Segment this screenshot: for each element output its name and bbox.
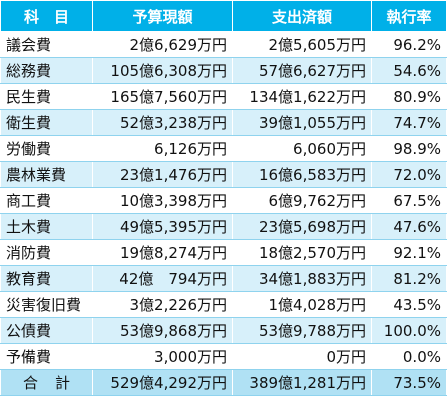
table-row: 労働費 6,126万円 6,060万円 98.9% bbox=[1, 136, 447, 162]
execution-rate-cell: 47.6% bbox=[372, 214, 447, 240]
table-row: 農林業費 23億1,476万円 16億6,583万円 72.0% bbox=[1, 162, 447, 188]
item-name-cell: 民生費 bbox=[1, 84, 93, 110]
spent-amount-cell: 6,060万円 bbox=[233, 136, 372, 162]
execution-rate-cell: 43.5% bbox=[372, 292, 447, 318]
budget-amount-cell: 165億7,560万円 bbox=[93, 84, 233, 110]
budget-amount-cell: 49億5,395万円 bbox=[93, 214, 233, 240]
execution-rate-cell: 72.0% bbox=[372, 162, 447, 188]
spent-amount-cell: 134億1,622万円 bbox=[233, 84, 372, 110]
total-budget-amount-cell: 529億4,292万円 bbox=[93, 370, 233, 396]
item-name-cell: 消防費 bbox=[1, 240, 93, 266]
execution-rate-cell: 54.6% bbox=[372, 58, 447, 84]
table-row: 消防費 19億8,274万円 18億2,570万円 92.1% bbox=[1, 240, 447, 266]
table-row: 公債費 53億9,868万円 53億9,788万円 100.0% bbox=[1, 318, 447, 344]
table-row: 民生費 165億7,560万円 134億1,622万円 80.9% bbox=[1, 84, 447, 110]
item-name-cell: 教育費 bbox=[1, 266, 93, 292]
table-row: 商工費 10億3,398万円 6億9,762万円 67.5% bbox=[1, 188, 447, 214]
budget-amount-cell: 19億8,274万円 bbox=[93, 240, 233, 266]
execution-rate-cell: 92.1% bbox=[372, 240, 447, 266]
header-rate: 執行率 bbox=[372, 1, 447, 32]
spent-amount-cell: 18億2,570万円 bbox=[233, 240, 372, 266]
spent-amount-cell: 23億5,698万円 bbox=[233, 214, 372, 240]
total-row: 合 計 529億4,292万円 389億1,281万円 73.5% bbox=[1, 370, 447, 396]
budget-amount-cell: 105億6,308万円 bbox=[93, 58, 233, 84]
execution-rate-cell: 81.2% bbox=[372, 266, 447, 292]
budget-amount-cell: 53億9,868万円 bbox=[93, 318, 233, 344]
item-name-cell: 災害復旧費 bbox=[1, 292, 93, 318]
header-item: 科 目 bbox=[1, 1, 93, 32]
execution-rate-cell: 80.9% bbox=[372, 84, 447, 110]
spent-amount-cell: 6億9,762万円 bbox=[233, 188, 372, 214]
budget-amount-cell: 10億3,398万円 bbox=[93, 188, 233, 214]
item-name-cell: 議会費 bbox=[1, 32, 93, 58]
budget-amount-cell: 42億 794万円 bbox=[93, 266, 233, 292]
item-name-cell: 予備費 bbox=[1, 344, 93, 370]
total-item-name-cell: 合 計 bbox=[1, 370, 93, 396]
spent-amount-cell: 34億1,883万円 bbox=[233, 266, 372, 292]
item-name-cell: 労働費 bbox=[1, 136, 93, 162]
budget-amount-cell: 23億1,476万円 bbox=[93, 162, 233, 188]
spent-amount-cell: 53億9,788万円 bbox=[233, 318, 372, 344]
spent-amount-cell: 39億1,055万円 bbox=[233, 110, 372, 136]
budget-amount-cell: 6,126万円 bbox=[93, 136, 233, 162]
header-budget: 予算現額 bbox=[93, 1, 233, 32]
table-body: 議会費 2億6,629万円 2億5,605万円 96.2% 総務費 105億6,308万円… bbox=[1, 32, 447, 396]
total-execution-rate-cell: 73.5% bbox=[372, 370, 447, 396]
execution-rate-cell: 96.2% bbox=[372, 32, 447, 58]
budget-execution-table: 科 目 予算現額 支出済額 執行率 議会費 2億6,629万円 2億5,605万円 9… bbox=[0, 0, 447, 396]
execution-rate-cell: 98.9% bbox=[372, 136, 447, 162]
spent-amount-cell: 16億6,583万円 bbox=[233, 162, 372, 188]
table-row: 土木費 49億5,395万円 23億5,698万円 47.6% bbox=[1, 214, 447, 240]
budget-amount-cell: 3,000万円 bbox=[93, 344, 233, 370]
table-row: 議会費 2億6,629万円 2億5,605万円 96.2% bbox=[1, 32, 447, 58]
table-row: 総務費 105億6,308万円 57億6,627万円 54.6% bbox=[1, 58, 447, 84]
execution-rate-cell: 0.0% bbox=[372, 344, 447, 370]
execution-rate-cell: 74.7% bbox=[372, 110, 447, 136]
header-row: 科 目 予算現額 支出済額 執行率 bbox=[1, 1, 447, 32]
table-row: 教育費 42億 794万円 34億1,883万円 81.2% bbox=[1, 266, 447, 292]
total-spent-amount-cell: 389億1,281万円 bbox=[233, 370, 372, 396]
spent-amount-cell: 57億6,627万円 bbox=[233, 58, 372, 84]
item-name-cell: 商工費 bbox=[1, 188, 93, 214]
budget-amount-cell: 52億3,238万円 bbox=[93, 110, 233, 136]
table-row: 衛生費 52億3,238万円 39億1,055万円 74.7% bbox=[1, 110, 447, 136]
header-spent: 支出済額 bbox=[233, 1, 372, 32]
table-row: 予備費 3,000万円 0万円 0.0% bbox=[1, 344, 447, 370]
execution-rate-cell: 67.5% bbox=[372, 188, 447, 214]
item-name-cell: 土木費 bbox=[1, 214, 93, 240]
budget-amount-cell: 2億6,629万円 bbox=[93, 32, 233, 58]
spent-amount-cell: 0万円 bbox=[233, 344, 372, 370]
item-name-cell: 公債費 bbox=[1, 318, 93, 344]
item-name-cell: 農林業費 bbox=[1, 162, 93, 188]
spent-amount-cell: 1億4,028万円 bbox=[233, 292, 372, 318]
item-name-cell: 衛生費 bbox=[1, 110, 93, 136]
budget-amount-cell: 3億2,226万円 bbox=[93, 292, 233, 318]
table-row: 災害復旧費 3億2,226万円 1億4,028万円 43.5% bbox=[1, 292, 447, 318]
spent-amount-cell: 2億5,605万円 bbox=[233, 32, 372, 58]
execution-rate-cell: 100.0% bbox=[372, 318, 447, 344]
item-name-cell: 総務費 bbox=[1, 58, 93, 84]
